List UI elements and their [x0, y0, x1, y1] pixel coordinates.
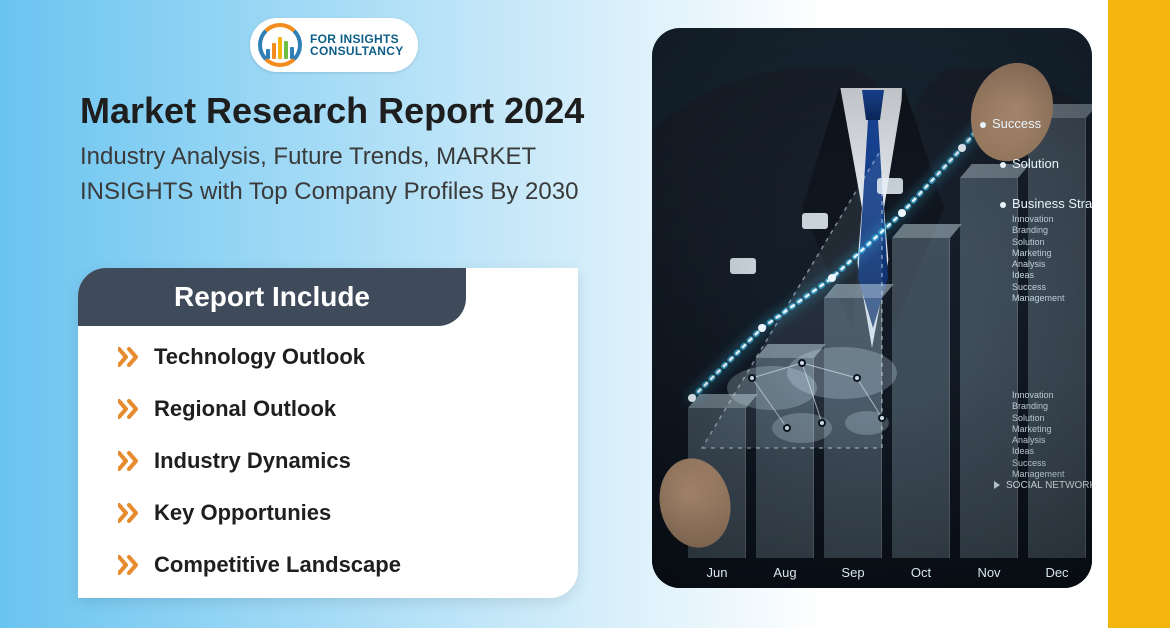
list-item-label: Regional Outlook	[154, 396, 336, 422]
brand-logo-line2: CONSULTANCY	[310, 45, 404, 57]
report-include-list: Technology Outlook Regional Outlook Indu…	[118, 344, 401, 578]
hero-month-label: Aug	[756, 565, 814, 580]
list-item-label: Industry Dynamics	[154, 448, 351, 474]
list-item-label: Key Opportunies	[154, 500, 331, 526]
list-item: Industry Dynamics	[118, 448, 401, 474]
hero-month-label: Dec	[1028, 565, 1086, 580]
hero-annotation-label: Success	[980, 116, 1041, 131]
list-item-label: Technology Outlook	[154, 344, 365, 370]
logo-bars-icon	[266, 37, 294, 59]
page-subtitle: Industry Analysis, Future Trends, MARKET…	[80, 140, 620, 210]
hero-month-label: Jun	[688, 565, 746, 580]
report-include-header-label: Report Include	[174, 281, 370, 313]
list-item: Regional Outlook	[118, 396, 401, 422]
infographic-canvas: FOR INSIGHTS CONSULTANCY Market Research…	[0, 0, 1170, 628]
report-include-header: Report Include	[78, 268, 466, 326]
yellow-side-strip	[1108, 0, 1170, 628]
list-item-label: Competitive Landscape	[154, 552, 401, 578]
list-item: Competitive Landscape	[118, 552, 401, 578]
list-item: Key Opportunies	[118, 500, 401, 526]
brand-logo-text: FOR INSIGHTS CONSULTANCY	[310, 33, 404, 57]
brand-logo-mark	[258, 23, 302, 67]
double-chevron-right-icon	[118, 347, 140, 367]
hero-annotation-label: Solution	[1000, 156, 1059, 171]
hero-visual: InnovationBrandingSolutionMarketingAnaly…	[652, 28, 1092, 588]
list-item: Technology Outlook	[118, 344, 401, 370]
double-chevron-right-icon	[118, 503, 140, 523]
double-chevron-right-icon	[118, 555, 140, 575]
hero-annotation-label: Business Strategy	[1000, 196, 1092, 211]
hero-vignette	[652, 28, 1092, 588]
page-title: Market Research Report 2024	[80, 90, 584, 132]
hero-month-label: Sep	[824, 565, 882, 580]
double-chevron-right-icon	[118, 451, 140, 471]
double-chevron-right-icon	[118, 399, 140, 419]
hero-month-label: Oct	[892, 565, 950, 580]
brand-logo-badge: FOR INSIGHTS CONSULTANCY	[250, 18, 418, 72]
hero-month-label: Nov	[960, 565, 1018, 580]
